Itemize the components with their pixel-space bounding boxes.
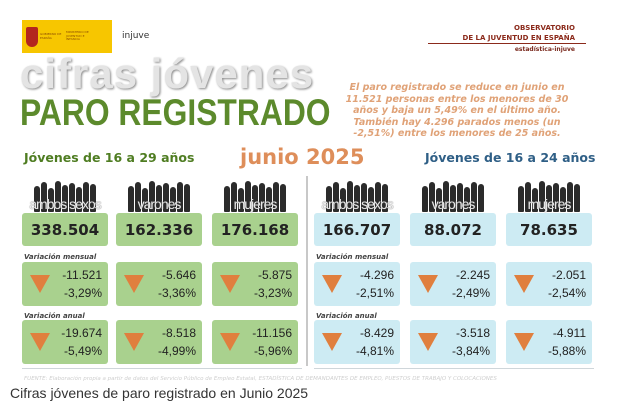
logo-white-area bbox=[112, 20, 134, 53]
people-silhouette-icon: mujeres bbox=[506, 178, 592, 212]
monthly-variation-box: -5.646 -3,36% bbox=[116, 262, 202, 306]
annual-value: -19.674 bbox=[61, 326, 102, 340]
annual-variation-box: -3.518 -3,84% bbox=[410, 320, 496, 364]
monthly-label-left: Variación mensual bbox=[24, 253, 97, 261]
arrow-down-icon bbox=[322, 275, 342, 293]
annual-percent: -5,88% bbox=[547, 344, 586, 358]
total-box: 176.168 bbox=[212, 213, 298, 246]
people-silhouette-icon: ambos sexos bbox=[22, 178, 108, 212]
column-label: varones bbox=[137, 196, 182, 212]
people-silhouette-icon: mujeres bbox=[212, 178, 298, 212]
monthly-percent: -3,36% bbox=[157, 286, 196, 300]
column-label: varones bbox=[431, 196, 476, 212]
column-label: ambos sexos bbox=[29, 196, 101, 212]
monthly-percent: -3,23% bbox=[253, 286, 292, 300]
injuve-logo: injuve bbox=[122, 31, 150, 41]
estadistica-label: estadística-injuve bbox=[514, 46, 575, 53]
caption: Cifras jóvenes de paro registrado en Jun… bbox=[10, 385, 309, 401]
total-box: 338.504 bbox=[22, 213, 108, 246]
annual-label-right: Variación anual bbox=[316, 312, 377, 320]
column-label: mujeres bbox=[233, 196, 278, 212]
arrow-down-icon bbox=[418, 275, 438, 293]
monthly-value: -5.646 bbox=[161, 268, 196, 282]
annual-variation-box: -8.518 -4,99% bbox=[116, 320, 202, 364]
ministry-label: MINISTERIO DE JUVENTUD E INFANCIA bbox=[66, 30, 89, 42]
annual-variation-box: -8.429 -4,81% bbox=[314, 320, 400, 364]
monthly-label-right: Variación mensual bbox=[316, 253, 389, 261]
total-box: 78.635 bbox=[506, 213, 592, 246]
monthly-value: -2.245 bbox=[455, 268, 490, 282]
bottom-line-right bbox=[314, 368, 594, 369]
monthly-variation-box: -4.296 -2,51% bbox=[314, 262, 400, 306]
monthly-value: -5.875 bbox=[257, 268, 292, 282]
monthly-value: -11.521 bbox=[62, 268, 102, 282]
people-silhouette-icon: ambos sexos bbox=[314, 178, 400, 212]
annual-percent: -5,96% bbox=[253, 344, 292, 358]
title-cifras: cifras jóvenes bbox=[20, 50, 315, 97]
column-label: ambos sexos bbox=[321, 196, 393, 212]
arrow-down-icon bbox=[514, 275, 534, 293]
arrow-down-icon bbox=[220, 333, 240, 351]
people-silhouette-icon: varones bbox=[116, 178, 202, 212]
monthly-percent: -2,49% bbox=[451, 286, 490, 300]
arrow-down-icon bbox=[30, 333, 50, 351]
annual-value: -4.911 bbox=[552, 326, 586, 340]
coat-of-arms-icon bbox=[26, 26, 38, 47]
monthly-percent: -2,54% bbox=[547, 286, 586, 300]
arrow-down-icon bbox=[322, 333, 342, 351]
annual-variation-box: -19.674 -5,49% bbox=[22, 320, 108, 364]
government-label: GOBIERNO DE ESPAÑA bbox=[40, 32, 62, 40]
monthly-percent: -2,51% bbox=[355, 286, 394, 300]
group-title-16-24: Jóvenes de 16 a 24 años bbox=[425, 150, 596, 165]
arrow-down-icon bbox=[30, 275, 50, 293]
annual-value: -8.518 bbox=[161, 326, 196, 340]
annual-label-left: Variación anual bbox=[24, 312, 85, 320]
arrow-down-icon bbox=[124, 333, 144, 351]
total-box: 88.072 bbox=[410, 213, 496, 246]
annual-percent: -4,81% bbox=[355, 344, 394, 358]
header-divider bbox=[428, 43, 586, 44]
observatorio-label: OBSERVATORIO DE LA JUVENTUD EN ESPAÑA bbox=[462, 24, 575, 42]
annual-percent: -5,49% bbox=[63, 344, 102, 358]
monthly-percent: -3,29% bbox=[63, 286, 102, 300]
monthly-value: -2.051 bbox=[551, 268, 586, 282]
title-paro: PARO REGISTRADO bbox=[20, 92, 331, 133]
monthly-value: -4.296 bbox=[359, 268, 394, 282]
summary-text: El paro registrado se reduce en junio en… bbox=[345, 82, 569, 139]
total-box: 162.336 bbox=[116, 213, 202, 246]
arrow-down-icon bbox=[418, 333, 438, 351]
total-box: 166.707 bbox=[314, 213, 400, 246]
annual-value: -3.518 bbox=[455, 326, 490, 340]
group-title-16-29: Jóvenes de 16 a 29 años bbox=[24, 150, 195, 165]
arrow-down-icon bbox=[124, 275, 144, 293]
arrow-down-icon bbox=[514, 333, 534, 351]
people-silhouette-icon: varones bbox=[410, 178, 496, 212]
source-note: FUENTE: Elaboración propia a partir de d… bbox=[24, 376, 497, 382]
annual-percent: -4,99% bbox=[157, 344, 196, 358]
monthly-variation-box: -2.245 -2,49% bbox=[410, 262, 496, 306]
month-label: junio 2025 bbox=[240, 145, 365, 169]
monthly-variation-box: -5.875 -3,23% bbox=[212, 262, 298, 306]
annual-percent: -3,84% bbox=[451, 344, 490, 358]
annual-variation-box: -4.911 -5,88% bbox=[506, 320, 592, 364]
bottom-line-left bbox=[22, 368, 302, 369]
annual-variation-box: -11.156 -5,96% bbox=[212, 320, 298, 364]
arrow-down-icon bbox=[220, 275, 240, 293]
group-divider bbox=[306, 176, 308, 366]
annual-value: -11.156 bbox=[252, 326, 292, 340]
monthly-variation-box: -2.051 -2,54% bbox=[506, 262, 592, 306]
annual-value: -8.429 bbox=[359, 326, 394, 340]
monthly-variation-box: -11.521 -3,29% bbox=[22, 262, 108, 306]
column-label: mujeres bbox=[527, 196, 572, 212]
